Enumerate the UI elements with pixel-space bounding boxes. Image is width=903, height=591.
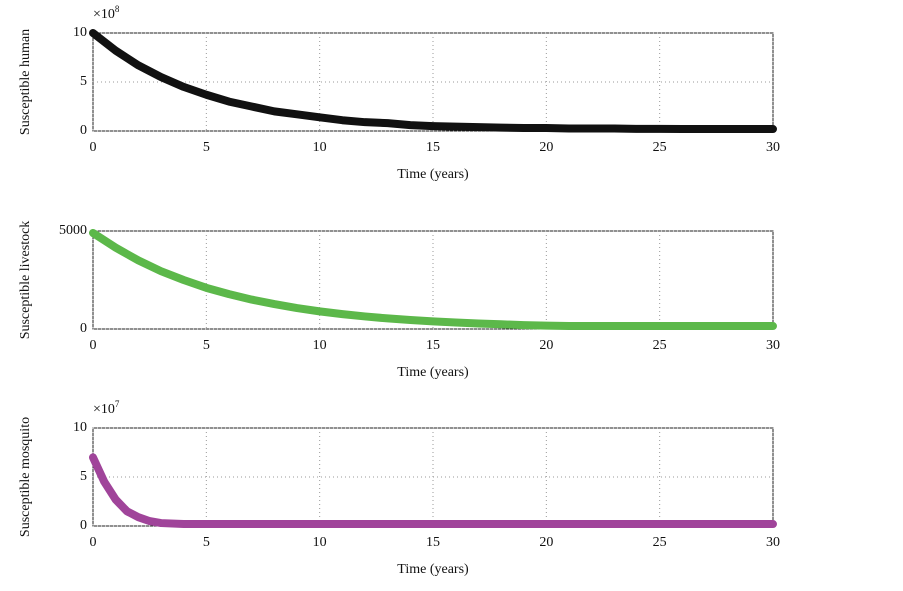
y-tick-label: 5 (80, 469, 87, 484)
y-scale-factor: ×107 (93, 399, 120, 417)
x-tick-label: 5 (203, 535, 210, 550)
y-tick-label: 0 (80, 518, 87, 533)
x-tick-label: 5 (203, 140, 210, 155)
y-tick-label: 0 (80, 123, 87, 138)
x-tick-label: 10 (313, 338, 327, 353)
x-tick-label: 20 (539, 140, 553, 155)
x-axis-label: Time (years) (397, 562, 469, 577)
y-axis-label: Susceptible human (18, 29, 33, 135)
x-tick-label: 30 (766, 535, 780, 550)
y-scale-base: ×10 (93, 402, 115, 417)
x-tick-label: 25 (653, 338, 667, 353)
x-axis-label: Time (years) (397, 167, 469, 182)
y-scale-exponent: 8 (115, 4, 120, 14)
x-tick-label: 0 (90, 535, 97, 550)
x-tick-label: 5 (203, 338, 210, 353)
x-tick-label: 30 (766, 338, 780, 353)
x-tick-label: 20 (539, 535, 553, 550)
x-tick-label: 0 (90, 338, 97, 353)
x-tick-label: 25 (653, 140, 667, 155)
y-axis-label: Susceptible livestock (18, 221, 33, 340)
data-line (89, 453, 777, 529)
y-scale-base: ×10 (93, 7, 115, 22)
y-tick-label: 0 (80, 321, 87, 336)
y-tick-label: 10 (73, 420, 87, 435)
x-axis-label: Time (years) (397, 365, 469, 380)
x-tick-label: 25 (653, 535, 667, 550)
x-tick-label: 10 (313, 140, 327, 155)
y-scale-factor: ×108 (93, 4, 120, 22)
y-tick-label: 5 (80, 74, 87, 89)
y-axis-label: Susceptible mosquito (18, 417, 33, 537)
x-tick-label: 10 (313, 535, 327, 550)
x-tick-label: 15 (426, 338, 440, 353)
data-line (89, 228, 777, 331)
y-scale-exponent: 7 (115, 399, 120, 409)
x-tick-label: 20 (539, 338, 553, 353)
x-tick-label: 15 (426, 535, 440, 550)
x-tick-label: 15 (426, 140, 440, 155)
y-tick-label: 5000 (59, 223, 87, 238)
x-tick-label: 0 (90, 140, 97, 155)
x-tick-label: 30 (766, 140, 780, 155)
data-line (89, 29, 777, 134)
y-tick-label: 10 (73, 25, 87, 40)
